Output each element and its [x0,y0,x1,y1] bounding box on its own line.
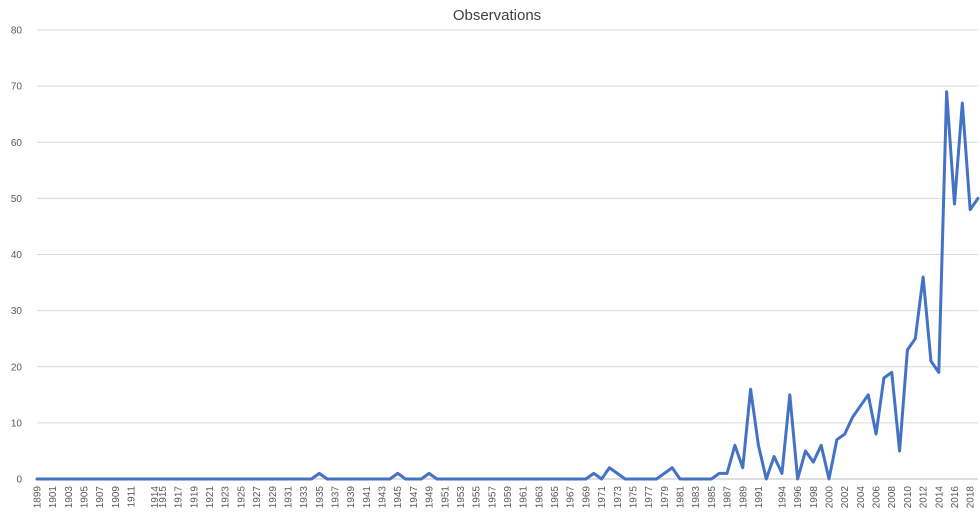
x-tick-label: 1998 [809,486,820,509]
x-tick-label: 1901 [48,486,59,509]
x-tick-label: 1943 [378,486,389,509]
x-tick-label: 1899 [33,486,44,509]
series-line [35,90,980,481]
y-axis-tick-labels: 0 10 20 30 40 50 60 70 80 [11,26,23,486]
y-tick-label: 20 [11,362,23,373]
x-tick-label: 2004 [856,486,867,509]
x-tick-label: 1959 [503,486,514,509]
x-tick-label: 1996 [793,486,804,509]
x-tick-label: 1971 [597,486,608,509]
x-tick-label: 1941 [362,486,373,509]
y-tick-label: 40 [11,250,23,261]
x-tick-label: 1919 [189,486,200,509]
x-tick-label: 1955 [472,486,483,509]
x-tick-label: 2010 [903,486,914,509]
x-tick-label: 1947 [409,486,420,509]
x-tick-label: 1911 [127,486,138,508]
x-tick-label: 1977 [644,486,655,509]
x-tick-label: 1903 [64,486,75,509]
gridlines [37,29,978,480]
x-tick-label: 1957 [487,486,498,509]
x-tick-label: 2016 [950,486,961,509]
x-tick-label: 1937 [330,486,341,509]
y-tick-label: 80 [11,26,23,37]
x-tick-label: 1914 [150,486,161,509]
x-tick-label: 2000 [825,486,836,509]
x-tick-label: 1909 [111,486,122,509]
x-tick-label: 1989 [738,486,749,509]
x-tick-label: 1931 [283,486,294,509]
x-tick-label: 1973 [613,486,624,509]
x-tick-label: 2006 [872,486,883,509]
x-tick-label: 1923 [221,486,232,509]
x-tick-label: 1927 [252,486,263,509]
x-tick-label: 2002 [840,486,851,509]
x-tick-label: 1917 [174,486,185,509]
chart-title: Observations [453,7,541,24]
x-tick-label: 1921 [205,486,216,509]
x-tick-label: 1983 [691,486,702,509]
x-tick-label: 2018 [966,486,977,509]
x-tick-label: 1965 [550,486,561,509]
x-tick-label: 1929 [268,486,279,509]
x-tick-label: 2012 [919,486,930,509]
series-layer [35,90,980,481]
x-tick-label: 1994 [777,486,788,509]
x-tick-label: 1967 [566,486,577,509]
x-tick-label: 1933 [299,486,310,509]
y-tick-label: 10 [11,418,23,429]
x-tick-label: 1985 [707,486,718,509]
x-tick-label: 1907 [95,486,106,509]
x-tick-label: 1981 [676,486,687,509]
x-tick-label: 2014 [934,486,945,509]
x-tick-label: 1905 [80,486,91,509]
x-tick-label: 1949 [425,486,436,509]
x-tick-label: 1963 [534,486,545,509]
x-tick-label: 1925 [236,486,247,509]
x-tick-label: 1987 [723,486,734,509]
x-tick-label: 1939 [346,486,357,509]
y-tick-label: 70 [11,82,23,93]
x-tick-label: 2008 [887,486,898,509]
y-tick-label: 0 [16,475,22,486]
x-tick-label: 1951 [440,486,451,509]
x-tick-label: 1961 [519,486,530,509]
x-tick-label: 1935 [315,486,326,509]
y-tick-label: 50 [11,194,23,205]
x-tick-label: 1945 [393,486,404,509]
x-tick-label: 1915 [158,486,169,509]
x-tick-label: 1953 [456,486,467,509]
y-tick-label: 60 [11,138,23,149]
y-tick-label: 30 [11,306,23,317]
x-tick-label: 1969 [581,486,592,509]
x-tick-label: 1991 [754,486,765,509]
x-tick-label: 1979 [660,486,671,509]
x-tick-label: 1975 [628,486,639,509]
